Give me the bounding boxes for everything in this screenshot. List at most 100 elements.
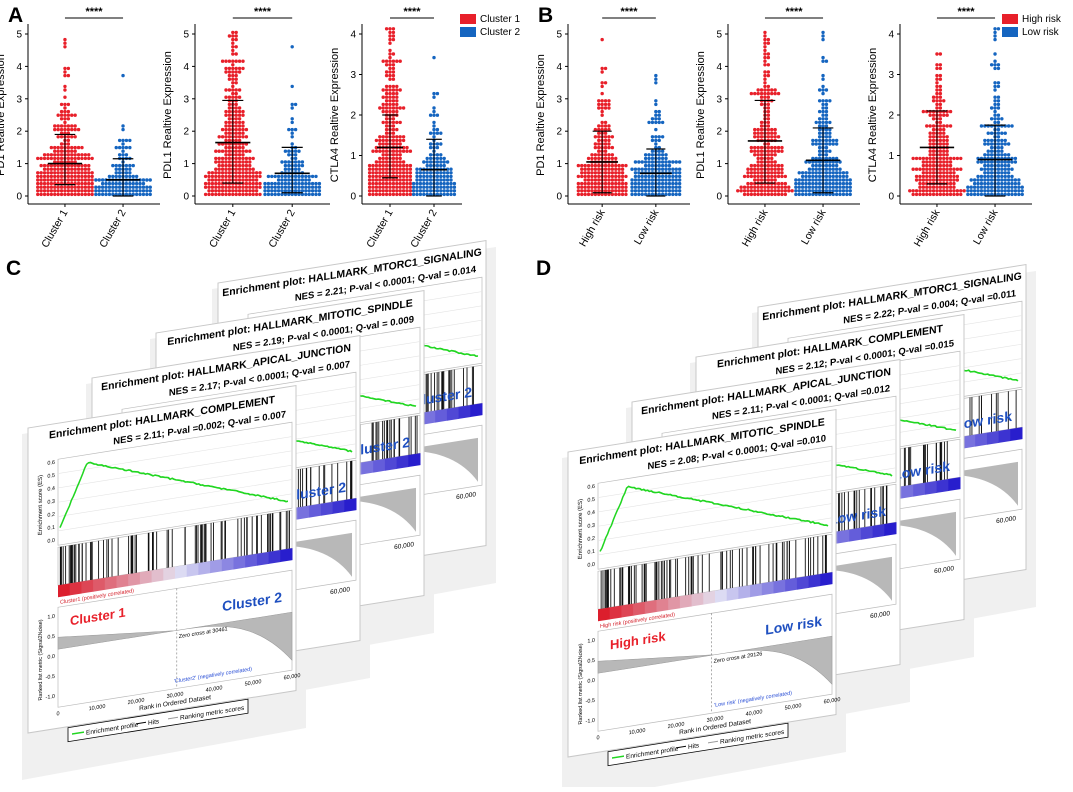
- data-point: [237, 95, 242, 99]
- x-tick-label: High risk: [577, 207, 608, 249]
- data-point: [36, 178, 40, 182]
- data-point: [384, 84, 389, 89]
- data-point: [63, 192, 67, 197]
- data-point: [63, 106, 67, 110]
- data-point: [643, 163, 648, 168]
- data-point: [39, 178, 43, 182]
- data-point: [828, 156, 832, 161]
- data-point: [395, 91, 399, 96]
- data-point: [938, 95, 943, 99]
- data-point: [391, 163, 396, 168]
- data-point: [73, 178, 77, 182]
- data-point: [603, 185, 608, 189]
- data-point: [590, 181, 594, 186]
- data-point: [824, 138, 829, 143]
- data-point: [422, 178, 426, 182]
- data-point: [378, 142, 382, 146]
- data-point: [1013, 189, 1018, 193]
- data-point: [597, 142, 601, 146]
- data-point: [921, 178, 926, 182]
- data-point: [647, 156, 651, 161]
- data-point: [241, 178, 245, 182]
- data-point: [445, 160, 450, 164]
- data-point: [580, 167, 584, 171]
- data-point: [583, 174, 587, 179]
- data-point: [287, 178, 291, 182]
- data-point: [942, 113, 946, 117]
- data-point: [224, 178, 228, 182]
- data-point: [73, 167, 77, 171]
- data-point: [931, 156, 936, 161]
- data-point: [993, 63, 997, 67]
- data-point: [1010, 167, 1014, 171]
- data-point: [237, 167, 242, 171]
- data-point: [56, 156, 60, 161]
- data-point: [449, 181, 453, 186]
- data-point: [1006, 171, 1011, 175]
- x-tick-label: Cluster 2: [97, 207, 128, 250]
- data-point: [395, 109, 399, 114]
- grid-line: [58, 493, 292, 532]
- data-point: [838, 185, 842, 189]
- y-tick-label: 5: [716, 30, 722, 41]
- data-point: [449, 189, 453, 193]
- data-point: [83, 178, 88, 182]
- data-point: [976, 189, 980, 193]
- rank-color-cell: [820, 572, 833, 587]
- data-point: [244, 156, 249, 161]
- data-point: [952, 174, 956, 179]
- data-point: [814, 138, 818, 143]
- data-point: [398, 178, 402, 182]
- data-point: [925, 167, 929, 171]
- data-point: [1006, 174, 1011, 179]
- data-point: [384, 156, 389, 161]
- data-point: [948, 181, 953, 186]
- data-point: [405, 185, 409, 189]
- data-point: [607, 127, 611, 132]
- x-tick-label: 30,000: [707, 715, 724, 724]
- data-point: [640, 178, 644, 182]
- data-point: [1017, 192, 1021, 197]
- data-point: [42, 156, 47, 161]
- data-point: [388, 73, 392, 78]
- data-point: [938, 135, 943, 139]
- data-point: [384, 120, 389, 125]
- data-point: [590, 171, 594, 175]
- data-point: [263, 189, 267, 193]
- data-point: [227, 156, 232, 161]
- data-point: [938, 138, 943, 143]
- data-point: [770, 91, 774, 96]
- rank-color-cell: [81, 579, 94, 594]
- data-point: [310, 174, 315, 179]
- rank-color-cell: [884, 522, 897, 537]
- data-point: [989, 185, 994, 189]
- data-point: [248, 185, 252, 189]
- data-point: [766, 106, 771, 110]
- data-point: [637, 167, 641, 171]
- data-point: [251, 156, 255, 161]
- data-point: [931, 138, 936, 143]
- data-point: [677, 171, 682, 175]
- data-point: [928, 142, 932, 146]
- data-point: [650, 174, 655, 179]
- data-point: [381, 185, 385, 189]
- data-point: [90, 185, 94, 189]
- data-point: [384, 73, 389, 78]
- data-point: [1000, 167, 1004, 171]
- data-point: [586, 185, 591, 189]
- data-point: [121, 73, 125, 78]
- data-point: [254, 174, 259, 179]
- data-point: [314, 185, 318, 189]
- data-point: [986, 178, 990, 182]
- data-point: [418, 189, 423, 193]
- data-point: [674, 192, 678, 197]
- data-point: [234, 124, 238, 128]
- data-point: [70, 135, 74, 139]
- data-point: [405, 145, 409, 150]
- data-point: [925, 185, 929, 189]
- data-point: [432, 113, 436, 117]
- data-point: [828, 120, 832, 125]
- data-point: [63, 73, 67, 78]
- data-point: [231, 30, 235, 35]
- data-point: [938, 91, 943, 96]
